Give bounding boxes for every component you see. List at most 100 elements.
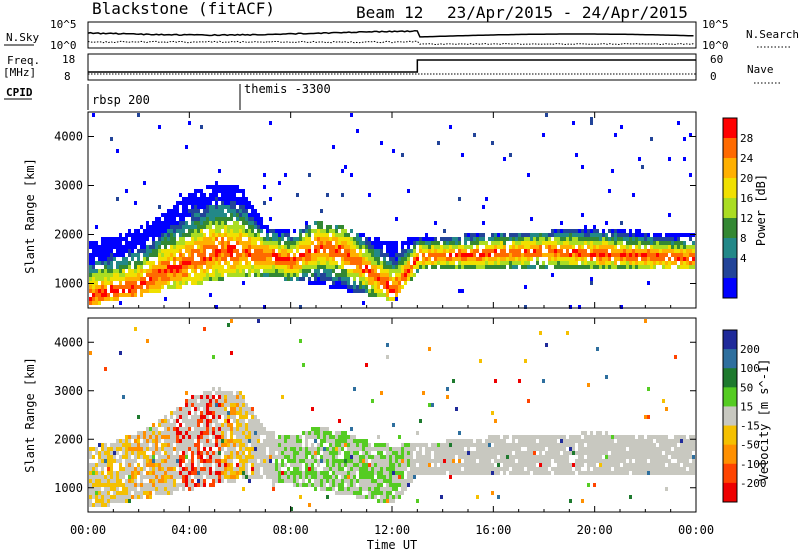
heatmap-cell	[644, 245, 647, 249]
heatmap-cell	[191, 459, 194, 463]
heatmap-cell	[212, 387, 215, 391]
heatmap-cell	[407, 253, 410, 257]
heatmap-cell	[353, 289, 356, 293]
heatmap-cell	[200, 225, 203, 229]
heatmap-cell	[368, 467, 371, 471]
heatmap-cell	[377, 285, 380, 289]
heatmap-cell	[131, 459, 134, 463]
heatmap-cell	[116, 475, 119, 479]
heatmap-cell	[236, 265, 239, 269]
heatmap-cell	[356, 241, 359, 245]
heatmap-cell	[548, 459, 551, 463]
heatmap-cell	[527, 435, 530, 439]
heatmap-cell	[368, 261, 371, 265]
heatmap-cell	[419, 447, 422, 451]
heatmap-cell	[632, 435, 635, 439]
heatmap-cell	[320, 435, 323, 439]
heatmap-cell	[335, 491, 338, 495]
heatmap-cell	[338, 431, 341, 435]
heatmap-cell	[332, 285, 335, 289]
heatmap-cell	[185, 423, 188, 427]
heatmap-cell	[620, 455, 623, 459]
heatmap-cell	[566, 331, 569, 335]
heatmap-cell	[641, 439, 644, 443]
heatmap-cell	[107, 257, 110, 261]
heatmap-cell	[296, 237, 299, 241]
heatmap-cell	[302, 241, 305, 245]
heatmap-cell	[215, 415, 218, 419]
heatmap-cell	[500, 447, 503, 451]
heatmap-cell	[227, 439, 230, 443]
heatmap-cell	[626, 233, 629, 237]
heatmap-cell	[128, 487, 131, 491]
heatmap-cell	[374, 253, 377, 257]
heatmap-cell	[401, 471, 404, 475]
heatmap-cell	[149, 285, 152, 289]
heatmap-cell	[248, 217, 251, 221]
heatmap-cell	[161, 423, 164, 427]
heatmap-cell	[371, 253, 374, 257]
heatmap-cell	[410, 455, 413, 459]
heatmap-cell	[242, 221, 245, 225]
heatmap-cell	[287, 439, 290, 443]
heatmap-cell	[194, 241, 197, 245]
heatmap-cell	[548, 233, 551, 237]
heatmap-cell	[224, 225, 227, 229]
heatmap-cell	[209, 293, 212, 297]
heatmap-cell	[188, 121, 191, 125]
power-colorbar-label: Power [dB]	[754, 174, 768, 246]
heatmap-cell	[329, 467, 332, 471]
heatmap-cell	[98, 451, 101, 455]
heatmap-cell	[242, 205, 245, 209]
heatmap-cell	[524, 257, 527, 261]
heatmap-cell	[194, 435, 197, 439]
heatmap-cell	[599, 265, 602, 269]
heatmap-cell	[440, 495, 443, 499]
heatmap-cell	[263, 451, 266, 455]
heatmap-cell	[599, 431, 602, 435]
heatmap-cell	[185, 403, 188, 407]
colorbar-tick-label: 20	[740, 172, 753, 185]
heatmap-cell	[569, 447, 572, 451]
heatmap-cell	[407, 455, 410, 459]
heatmap-cell	[149, 273, 152, 277]
heatmap-cell	[200, 467, 203, 471]
heatmap-cell	[260, 455, 263, 459]
heatmap-cell	[170, 253, 173, 257]
heatmap-cell	[479, 459, 482, 463]
heatmap-cell	[458, 237, 461, 241]
heatmap-cell	[323, 261, 326, 265]
heatmap-cell	[560, 455, 563, 459]
heatmap-cell	[245, 213, 248, 217]
heatmap-cell	[575, 237, 578, 241]
heatmap-cell	[488, 439, 491, 443]
heatmap-cell	[200, 435, 203, 439]
heatmap-cell	[221, 475, 224, 479]
heatmap-cell	[122, 475, 125, 479]
heatmap-cell	[134, 269, 137, 273]
heatmap-cell	[95, 285, 98, 289]
heatmap-cell	[659, 459, 662, 463]
heatmap-cell	[275, 443, 278, 447]
heatmap-cell	[137, 249, 140, 253]
heatmap-cell	[290, 451, 293, 455]
heatmap-cell	[371, 399, 374, 403]
heatmap-cell	[572, 443, 575, 447]
heatmap-cell	[611, 241, 614, 245]
heatmap-cell	[350, 249, 353, 253]
heatmap-cell	[179, 217, 182, 221]
heatmap-cell	[215, 427, 218, 431]
heatmap-cell	[572, 261, 575, 265]
heatmap-cell	[386, 499, 389, 503]
nsearch-tick-low: 10^0	[702, 39, 729, 52]
heatmap-cell	[428, 245, 431, 249]
heatmap-cell	[194, 261, 197, 265]
heatmap-cell	[155, 475, 158, 479]
heatmap-cell	[299, 443, 302, 447]
heatmap-cell	[245, 221, 248, 225]
heatmap-cell	[248, 273, 251, 277]
heatmap-cell	[155, 229, 158, 233]
heatmap-cell	[536, 435, 539, 439]
heatmap-cell	[311, 273, 314, 277]
heatmap-cell	[452, 379, 455, 383]
